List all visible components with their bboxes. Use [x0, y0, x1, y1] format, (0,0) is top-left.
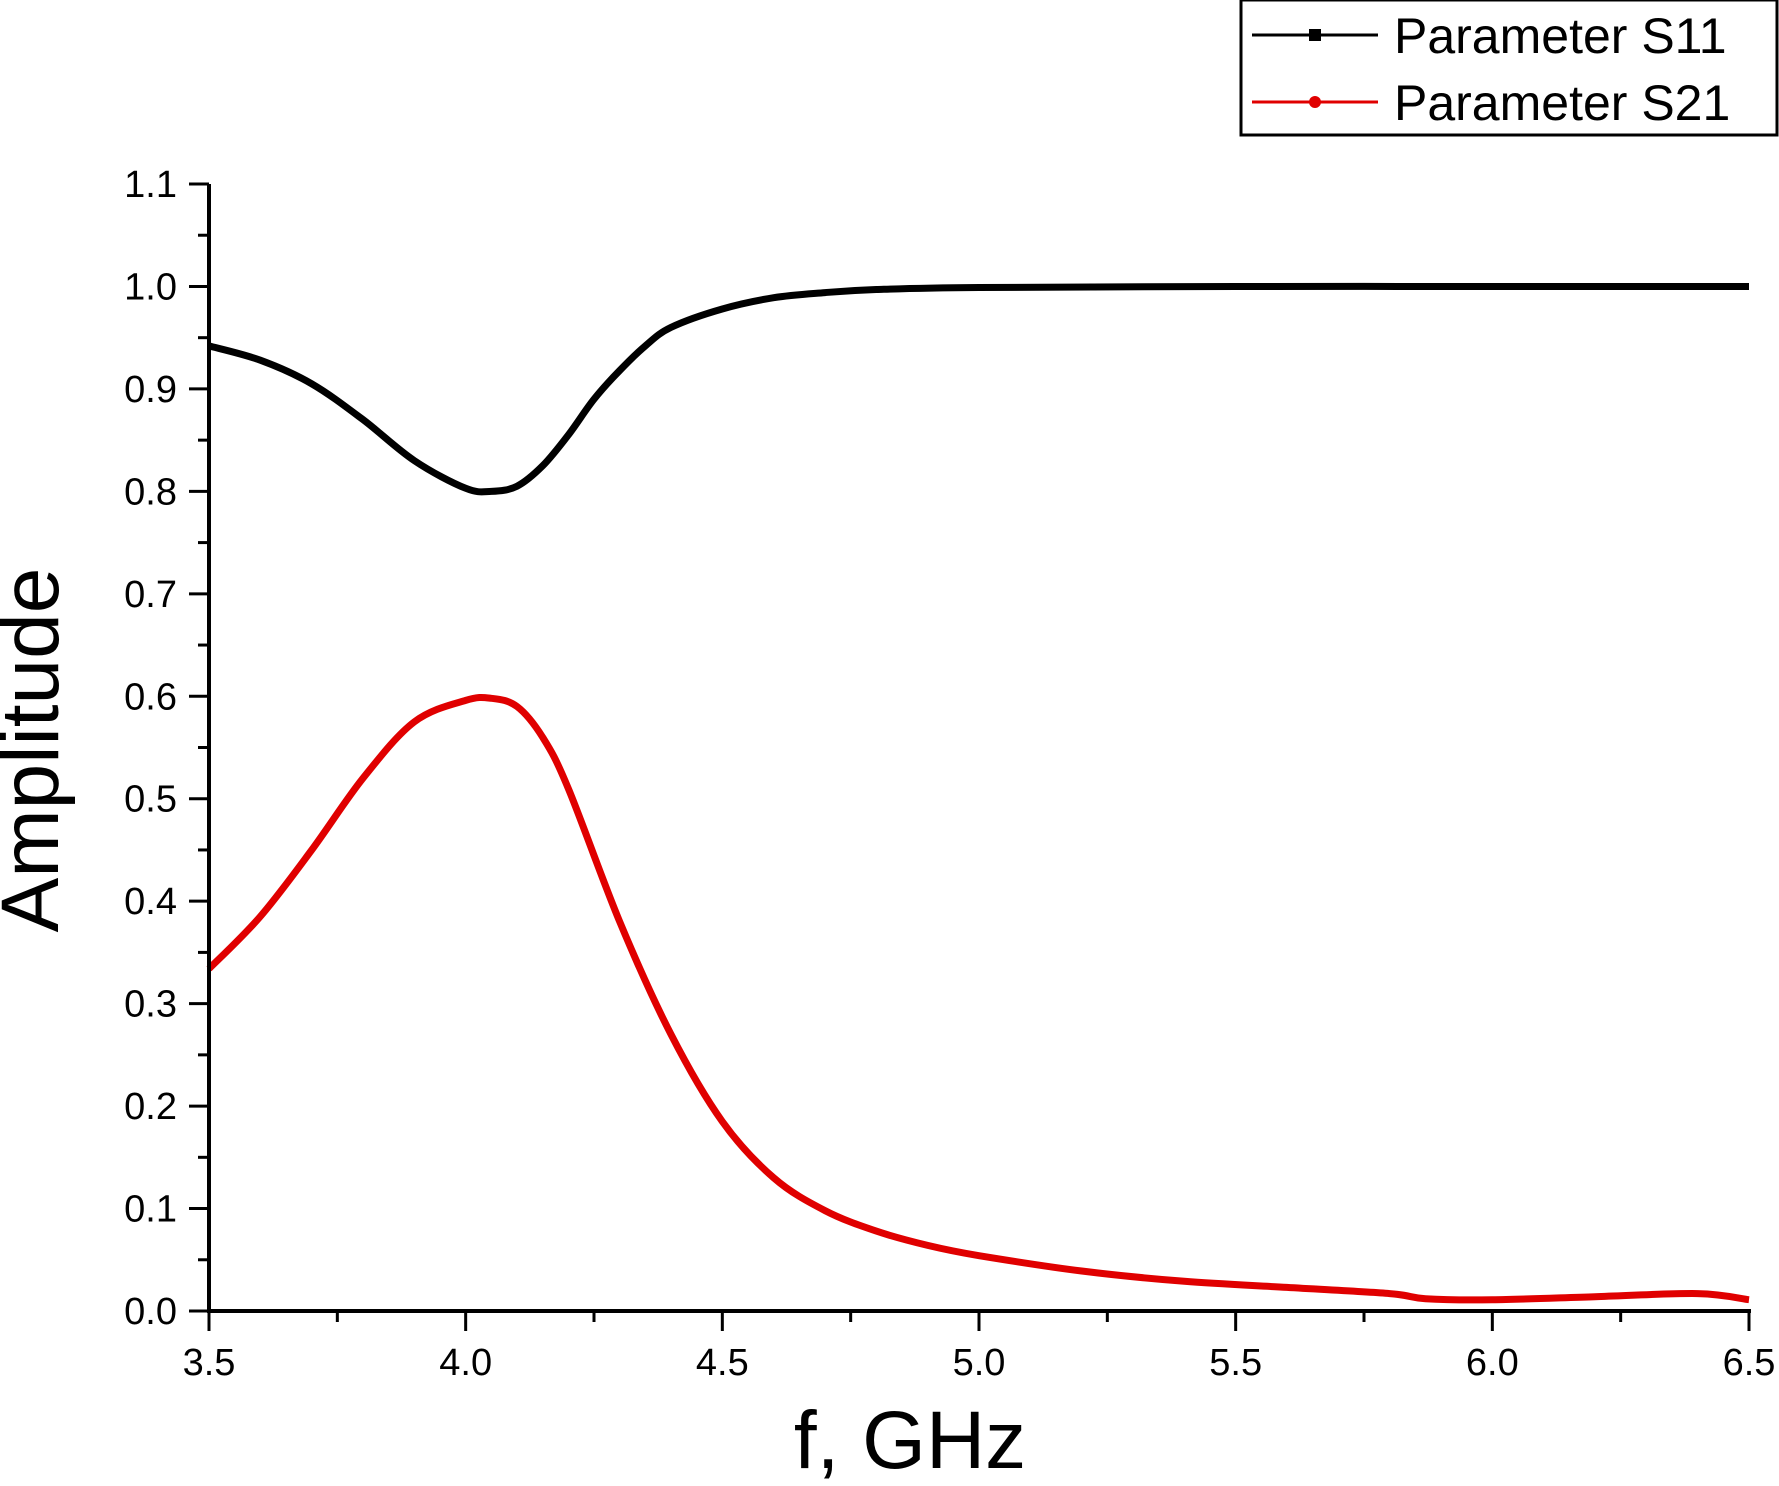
x-tick-label: 6.5: [1723, 1342, 1776, 1384]
y-tick-label: 0.9: [124, 369, 177, 411]
y-axis-title: Amplitude: [0, 568, 76, 933]
axes: [207, 184, 1751, 1313]
x-tick-label: 5.0: [953, 1342, 1006, 1384]
y-tick-label: 0.6: [124, 676, 177, 718]
x-tick-label: 4.0: [439, 1342, 492, 1384]
legend-label-s11: Parameter S11: [1394, 8, 1727, 64]
legend: Parameter S11 Parameter S21: [1239, 0, 1779, 137]
plot-lines: [206, 282, 1750, 1304]
legend-marker-s11: [1309, 29, 1321, 41]
x-axis-title: f, GHz: [794, 1395, 1026, 1486]
x-tick-label: 5.5: [1209, 1342, 1262, 1384]
y-tick-label: 1.0: [124, 266, 177, 308]
legend-box: [1239, 0, 1779, 137]
y-tick-label: 0.7: [124, 574, 177, 616]
y-tick-label: 0.5: [124, 779, 177, 821]
y-tick-label: 0.2: [124, 1086, 177, 1128]
legend-label-s21: Parameter S21: [1394, 75, 1730, 131]
series-line-s11: [208, 282, 1749, 496]
y-tick-label: 1.1: [124, 164, 177, 206]
y-tick-label: 0.4: [124, 881, 177, 923]
series-line-s21: [206, 693, 1750, 1304]
x-tick-label: 6.0: [1466, 1342, 1519, 1384]
legend-marker-s21: [1309, 96, 1321, 108]
ticks: 0.0 0.1 0.2 0.3 0.4 0.5 0.6 0.7 0.8 0.9 1.0 1.1 3.5 4…: [124, 164, 1775, 1384]
y-tick-label: 0.3: [124, 984, 177, 1026]
y-tick-label: 0.1: [124, 1189, 177, 1231]
x-tick-label: 4.5: [696, 1342, 749, 1384]
y-tick-label: 0.8: [124, 471, 177, 513]
x-tick-label: 3.5: [183, 1342, 236, 1384]
y-tick-label: 0.0: [124, 1291, 177, 1333]
